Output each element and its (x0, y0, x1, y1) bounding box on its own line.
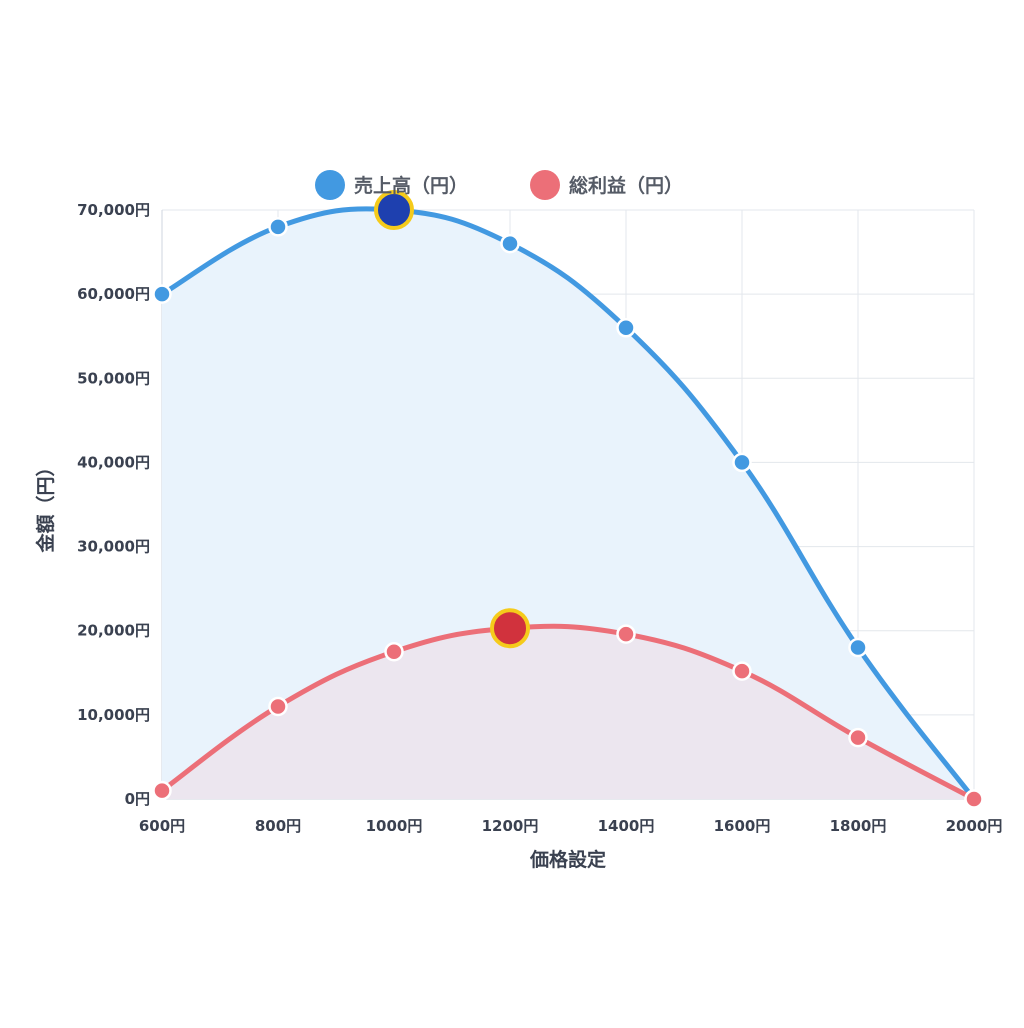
data-point[interactable] (848, 727, 868, 748)
x-axis-ticks: 600円 800円 1000円 1200円 1400円 1600円 1800円 2000円 (139, 817, 1003, 835)
y-axis-title: 金額（円） (34, 457, 57, 553)
legend[interactable]: 売上高（円） 総利益（円） (315, 170, 683, 200)
x-tick-label: 600円 (139, 817, 185, 835)
x-axis-title: 価格設定 (529, 848, 606, 871)
area-fills (162, 208, 974, 799)
data-point[interactable] (152, 284, 172, 304)
x-tick-label: 1200円 (482, 817, 539, 835)
data-points (152, 190, 984, 809)
data-point[interactable] (384, 642, 404, 662)
x-tick-label: 1800円 (830, 817, 887, 835)
x-tick-label: 800円 (255, 817, 301, 835)
x-tick-label: 1400円 (598, 817, 655, 835)
legend-label[interactable]: 総利益（円） (569, 174, 683, 197)
highlight-point[interactable] (490, 608, 530, 649)
data-point[interactable] (268, 696, 288, 717)
data-point[interactable] (500, 233, 520, 254)
legend-label[interactable]: 売上高（円） (354, 174, 468, 197)
y-tick-label: 30,000円 (77, 538, 150, 556)
y-tick-label: 60,000円 (77, 285, 150, 303)
y-tick-label: 50,000円 (77, 369, 150, 387)
data-point[interactable] (964, 789, 984, 809)
data-point[interactable] (848, 637, 868, 658)
data-point[interactable] (616, 624, 636, 644)
y-tick-label: 70,000円 (77, 201, 150, 219)
data-point[interactable] (268, 217, 288, 237)
y-tick-label: 0円 (125, 790, 150, 808)
x-tick-label: 1000円 (366, 817, 423, 835)
series-line-1 (159, 623, 977, 802)
legend-swatch[interactable] (315, 170, 345, 200)
data-point[interactable] (732, 452, 752, 473)
data-point[interactable] (616, 318, 636, 338)
y-axis-ticks: 0円 10,000円 20,000円 30,000円 40,000円 50,000円 60,… (77, 201, 150, 808)
y-tick-label: 40,000円 (77, 453, 150, 471)
y-tick-label: 10,000円 (77, 706, 150, 724)
data-point[interactable] (732, 661, 752, 681)
data-point[interactable] (152, 780, 172, 801)
highlight-point[interactable] (374, 190, 414, 230)
series-area-0 (162, 208, 974, 799)
x-tick-label: 1600円 (714, 817, 771, 835)
y-tick-label: 20,000円 (77, 622, 150, 640)
legend-swatch[interactable] (530, 170, 560, 200)
x-tick-label: 2000円 (946, 817, 1003, 835)
series-area-1 (162, 626, 974, 799)
